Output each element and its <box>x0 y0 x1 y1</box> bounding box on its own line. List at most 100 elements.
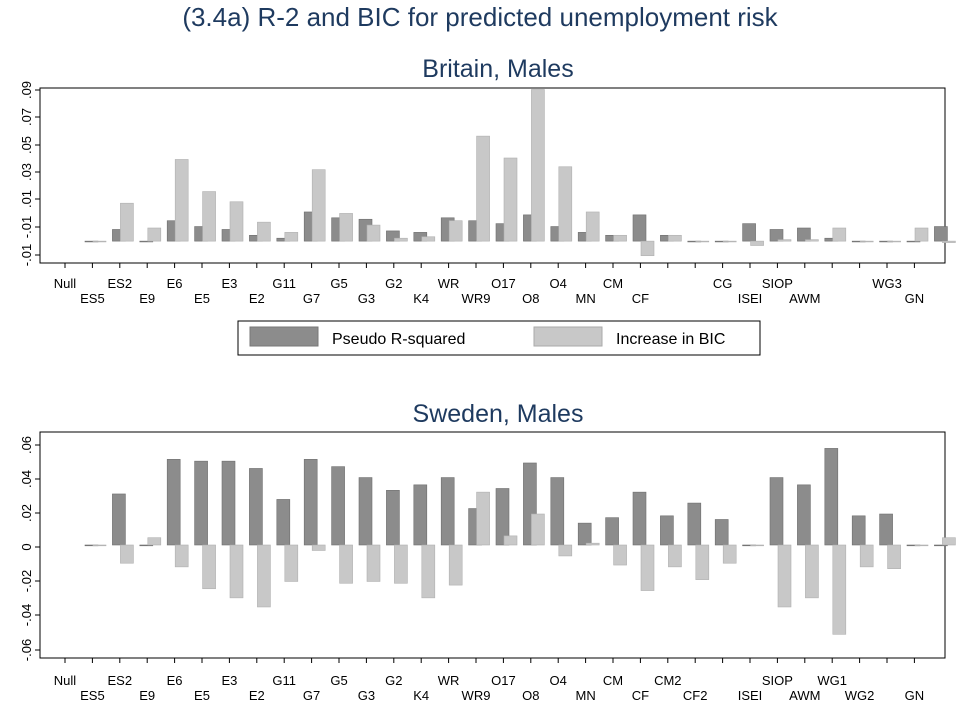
x-tick-label: CM <box>603 276 623 291</box>
x-tick-label: ES2 <box>108 276 133 291</box>
x-tick-label: CF <box>632 291 649 306</box>
bar-bic <box>668 234 682 242</box>
bar-pseudo-r2 <box>221 460 236 546</box>
bar-bic <box>339 213 353 242</box>
y-tick-label: .07 <box>19 108 34 126</box>
x-tick-label: CF <box>632 688 649 703</box>
bar-bic <box>174 159 189 242</box>
bar-pseudo-r2 <box>577 522 592 546</box>
x-tick-label: G2 <box>385 673 402 688</box>
bar-pseudo-r2 <box>386 490 400 546</box>
x-tick-label: E9 <box>139 291 155 306</box>
bar-pseudo-r2 <box>934 544 948 547</box>
bar-bic <box>229 544 244 599</box>
bar-pseudo-r2 <box>687 502 702 546</box>
bar-pseudo-r2 <box>824 448 839 546</box>
bar-pseudo-r2 <box>386 230 400 242</box>
bar-pseudo-r2 <box>879 513 893 546</box>
y-tick-label: .05 <box>19 136 34 154</box>
legend-label-bic: Increase in BIC <box>616 331 725 348</box>
x-tick-label: ES5 <box>80 688 105 703</box>
bar-bic <box>284 544 299 582</box>
bar-bic <box>147 227 162 242</box>
bar-pseudo-r2 <box>632 214 647 242</box>
bar-bic <box>914 544 929 547</box>
bar-bic <box>695 240 710 243</box>
bar-bic <box>366 224 381 242</box>
bar-bic <box>421 544 436 599</box>
bar-bic <box>859 544 874 568</box>
x-tick-label: Null <box>54 276 77 291</box>
legend-swatch-bic <box>533 326 603 347</box>
bar-pseudo-r2 <box>440 477 455 546</box>
x-tick-label: O8 <box>522 291 539 306</box>
x-tick-label: ISEI <box>738 291 763 306</box>
bar-bic <box>832 544 847 635</box>
bar-pseudo-r2 <box>851 515 866 546</box>
bar-bic <box>640 544 655 591</box>
bar-bic <box>339 544 353 584</box>
bar-bic <box>311 544 326 551</box>
bar-bic <box>311 169 326 242</box>
bar-bic <box>147 537 162 546</box>
bar-pseudo-r2 <box>249 468 263 546</box>
panel-title-britain: Britain, Males <box>422 55 573 83</box>
x-tick-label: O4 <box>550 276 567 291</box>
x-tick-label: WR9 <box>462 291 491 306</box>
x-tick-label: G7 <box>303 688 320 703</box>
x-tick-label: AWM <box>789 688 820 703</box>
bar-bic <box>777 544 792 608</box>
bar-pseudo-r2 <box>742 223 756 242</box>
x-tick-label: CM <box>603 673 623 688</box>
bar-bic <box>394 544 408 584</box>
plot-frame <box>39 87 946 264</box>
x-tick-label: ISEI <box>738 688 763 703</box>
bar-bic <box>722 240 737 243</box>
y-tick-label: -.06 <box>19 639 34 661</box>
x-tick-label: WR <box>438 673 460 688</box>
bar-bic <box>503 535 518 546</box>
y-tick-label: -.04 <box>19 604 34 626</box>
bar-bic <box>421 236 436 242</box>
x-tick-label: K4 <box>413 291 429 306</box>
bar-pseudo-r2 <box>605 517 619 546</box>
y-tick-label: .04 <box>19 470 34 488</box>
bar-pseudo-r2 <box>139 544 154 547</box>
bar-bic <box>503 157 518 242</box>
x-tick-label: G3 <box>358 291 375 306</box>
bar-bic <box>531 513 545 546</box>
bar-bic <box>202 544 216 590</box>
bar-pseudo-r2 <box>413 484 428 546</box>
x-tick-label: CF2 <box>683 688 708 703</box>
x-tick-label: O8 <box>522 688 539 703</box>
bar-pseudo-r2 <box>906 240 921 243</box>
bar-bic <box>777 239 792 242</box>
bar-pseudo-r2 <box>194 460 208 546</box>
y-tick-label: .06 <box>19 436 34 454</box>
y-tick-label: .02 <box>19 504 34 522</box>
bar-bic <box>120 544 134 564</box>
bar-pseudo-r2 <box>797 227 811 242</box>
bar-bic <box>476 135 490 242</box>
bar-bic <box>887 240 901 243</box>
bar-bic <box>558 544 573 557</box>
x-tick-label: O17 <box>491 673 516 688</box>
x-tick-label: G11 <box>272 673 296 688</box>
x-tick-label: G5 <box>330 276 347 291</box>
x-tick-label: E6 <box>167 673 183 688</box>
bar-bic <box>887 544 901 569</box>
y-tick-label: .01 <box>19 190 34 208</box>
bar-bic <box>476 491 490 546</box>
bar-pseudo-r2 <box>276 499 291 546</box>
x-tick-label: WR <box>438 276 460 291</box>
bar-bic <box>832 227 847 242</box>
x-tick-label: E3 <box>221 276 237 291</box>
y-tick-label: -.01 <box>19 216 34 238</box>
bar-bic <box>585 211 600 242</box>
bar-bic <box>613 544 627 566</box>
bar-bic <box>394 237 408 242</box>
x-tick-label: SIOP <box>762 276 793 291</box>
legend-swatch-pseudo-r2 <box>249 326 319 347</box>
bar-pseudo-r2 <box>331 466 345 546</box>
